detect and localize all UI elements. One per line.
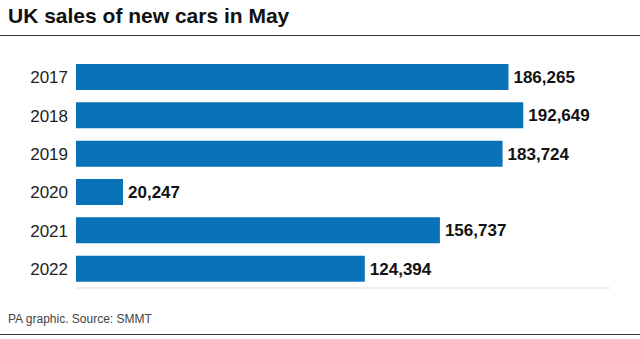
svg-text:124,394: 124,394 [370,260,432,279]
svg-text:20,247: 20,247 [128,183,180,202]
svg-text:156,737: 156,737 [445,221,506,240]
svg-text:2019: 2019 [30,145,68,164]
svg-text:183,724: 183,724 [508,145,570,164]
svg-text:2022: 2022 [30,260,68,279]
svg-text:192,649: 192,649 [528,106,589,125]
svg-text:2018: 2018 [30,107,68,126]
svg-text:186,265: 186,265 [513,68,574,87]
svg-text:2020: 2020 [30,183,68,202]
html-text:UK sales of new cars in May: UK sales of new cars in May [8,4,290,27]
svg-text:2017: 2017 [30,68,68,87]
html-text:PA graphic. Source: SMMT: PA graphic. Source: SMMT [8,312,152,326]
svg-text:2021: 2021 [30,222,68,241]
